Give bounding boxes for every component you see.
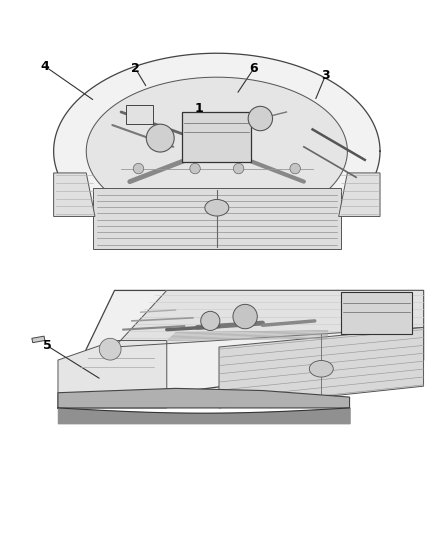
Ellipse shape	[309, 360, 333, 377]
Text: 2: 2	[131, 62, 140, 75]
Ellipse shape	[205, 199, 229, 216]
Polygon shape	[58, 341, 167, 408]
Polygon shape	[58, 389, 350, 408]
Text: 3: 3	[321, 69, 330, 82]
Polygon shape	[58, 290, 424, 408]
Circle shape	[233, 163, 244, 174]
Polygon shape	[115, 290, 424, 347]
FancyBboxPatch shape	[341, 292, 412, 334]
Text: 6: 6	[250, 62, 258, 75]
Circle shape	[190, 163, 200, 174]
Circle shape	[133, 163, 144, 174]
Text: 1: 1	[195, 102, 204, 116]
Polygon shape	[32, 336, 45, 343]
Polygon shape	[53, 173, 95, 216]
Circle shape	[99, 338, 121, 360]
Text: 5: 5	[43, 339, 51, 352]
Circle shape	[248, 107, 272, 131]
FancyBboxPatch shape	[93, 188, 341, 249]
Polygon shape	[219, 327, 424, 408]
Text: 4: 4	[41, 60, 49, 73]
Circle shape	[201, 311, 220, 330]
Circle shape	[146, 124, 174, 152]
FancyBboxPatch shape	[126, 105, 153, 124]
Polygon shape	[339, 173, 380, 216]
FancyBboxPatch shape	[183, 112, 251, 161]
Polygon shape	[53, 53, 380, 249]
Circle shape	[233, 304, 257, 329]
Polygon shape	[86, 77, 347, 225]
Circle shape	[290, 163, 300, 174]
